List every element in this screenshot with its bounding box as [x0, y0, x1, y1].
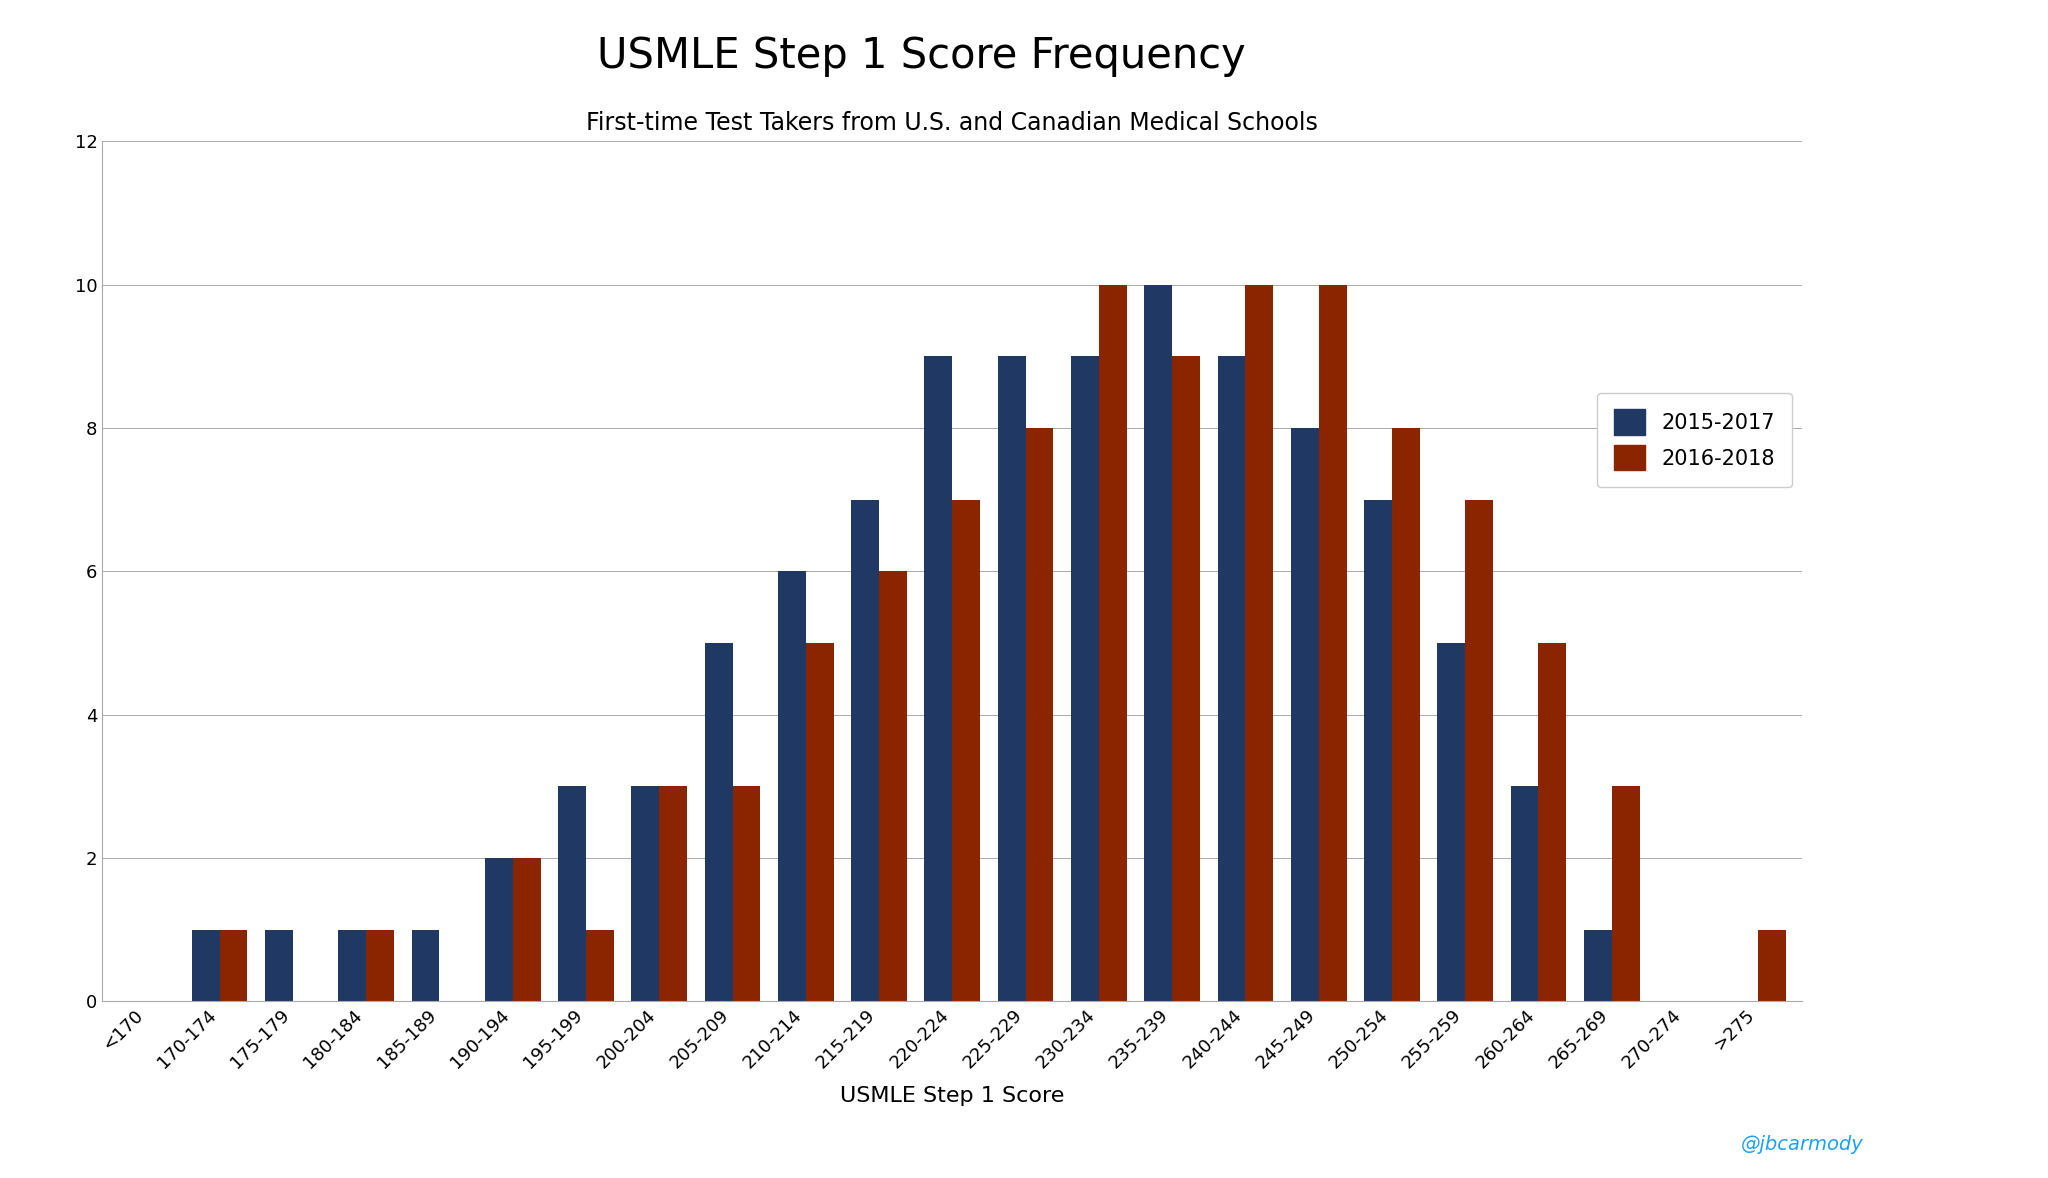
X-axis label: USMLE Step 1 Score: USMLE Step 1 Score: [840, 1086, 1065, 1106]
Bar: [631, 787, 659, 1001]
Bar: [924, 356, 952, 1001]
Bar: [1219, 356, 1245, 1001]
Bar: [512, 858, 541, 1001]
Bar: [1759, 929, 1786, 1001]
Legend: 2015-2017, 2016-2018: 2015-2017, 2016-2018: [1597, 392, 1792, 488]
Bar: [778, 571, 805, 1001]
Bar: [1290, 428, 1319, 1001]
Bar: [852, 499, 879, 1001]
Bar: [1026, 428, 1053, 1001]
Bar: [193, 929, 219, 1001]
Bar: [1071, 356, 1100, 1001]
Bar: [805, 643, 834, 1001]
Bar: [559, 787, 586, 1001]
Bar: [1511, 787, 1538, 1001]
Bar: [1464, 499, 1493, 1001]
Title: First-time Test Takers from U.S. and Canadian Medical Schools: First-time Test Takers from U.S. and Can…: [586, 111, 1319, 135]
Bar: [367, 929, 393, 1001]
Bar: [1583, 929, 1612, 1001]
Bar: [997, 356, 1026, 1001]
Text: @jbcarmody: @jbcarmody: [1741, 1136, 1864, 1154]
Bar: [264, 929, 293, 1001]
Bar: [1319, 285, 1346, 1001]
Bar: [338, 929, 367, 1001]
Bar: [485, 858, 512, 1001]
Bar: [219, 929, 248, 1001]
Bar: [879, 571, 907, 1001]
Bar: [1538, 643, 1567, 1001]
Bar: [1145, 285, 1171, 1001]
Bar: [586, 929, 614, 1001]
Bar: [659, 787, 686, 1001]
Bar: [733, 787, 760, 1001]
Bar: [1245, 285, 1274, 1001]
Bar: [412, 929, 440, 1001]
Bar: [1364, 499, 1393, 1001]
Bar: [952, 499, 981, 1001]
Bar: [1171, 356, 1200, 1001]
Text: USMLE Step 1 Score Frequency: USMLE Step 1 Score Frequency: [598, 35, 1245, 78]
Bar: [1438, 643, 1464, 1001]
Bar: [1612, 787, 1640, 1001]
Bar: [1393, 428, 1419, 1001]
Bar: [1100, 285, 1126, 1001]
Bar: [705, 643, 733, 1001]
